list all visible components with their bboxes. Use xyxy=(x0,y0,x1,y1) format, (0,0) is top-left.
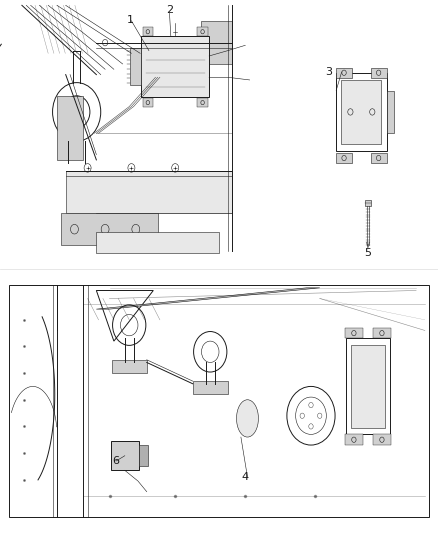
Bar xyxy=(345,328,363,338)
Bar xyxy=(371,154,386,163)
Bar xyxy=(141,36,209,97)
Bar xyxy=(371,68,386,77)
Bar xyxy=(131,48,141,85)
Text: 5: 5 xyxy=(364,248,371,258)
Text: 1: 1 xyxy=(127,15,134,25)
Bar xyxy=(143,98,153,107)
Bar xyxy=(365,200,371,206)
Bar xyxy=(66,171,232,213)
Bar xyxy=(112,360,147,373)
Text: 2: 2 xyxy=(166,5,173,15)
Text: 4: 4 xyxy=(242,472,249,482)
Bar xyxy=(61,213,158,245)
Bar xyxy=(57,96,83,160)
Bar xyxy=(9,285,429,517)
Bar xyxy=(336,68,352,77)
Bar xyxy=(342,79,381,144)
Bar xyxy=(197,98,208,107)
Bar xyxy=(386,91,394,133)
Bar xyxy=(346,338,390,434)
Bar xyxy=(96,232,219,253)
Bar xyxy=(193,381,228,394)
Ellipse shape xyxy=(237,400,258,437)
Bar xyxy=(373,434,391,445)
Text: 3: 3 xyxy=(325,67,332,77)
Bar xyxy=(110,441,139,471)
Bar xyxy=(139,446,148,466)
Text: 6: 6 xyxy=(113,456,120,466)
Bar xyxy=(336,73,386,150)
Bar xyxy=(197,27,208,36)
Bar xyxy=(143,27,153,36)
Bar xyxy=(351,345,385,428)
Circle shape xyxy=(71,106,82,118)
Bar xyxy=(345,434,363,445)
Bar xyxy=(336,154,352,163)
Polygon shape xyxy=(96,288,320,309)
Bar xyxy=(373,328,391,338)
Bar xyxy=(201,21,232,64)
